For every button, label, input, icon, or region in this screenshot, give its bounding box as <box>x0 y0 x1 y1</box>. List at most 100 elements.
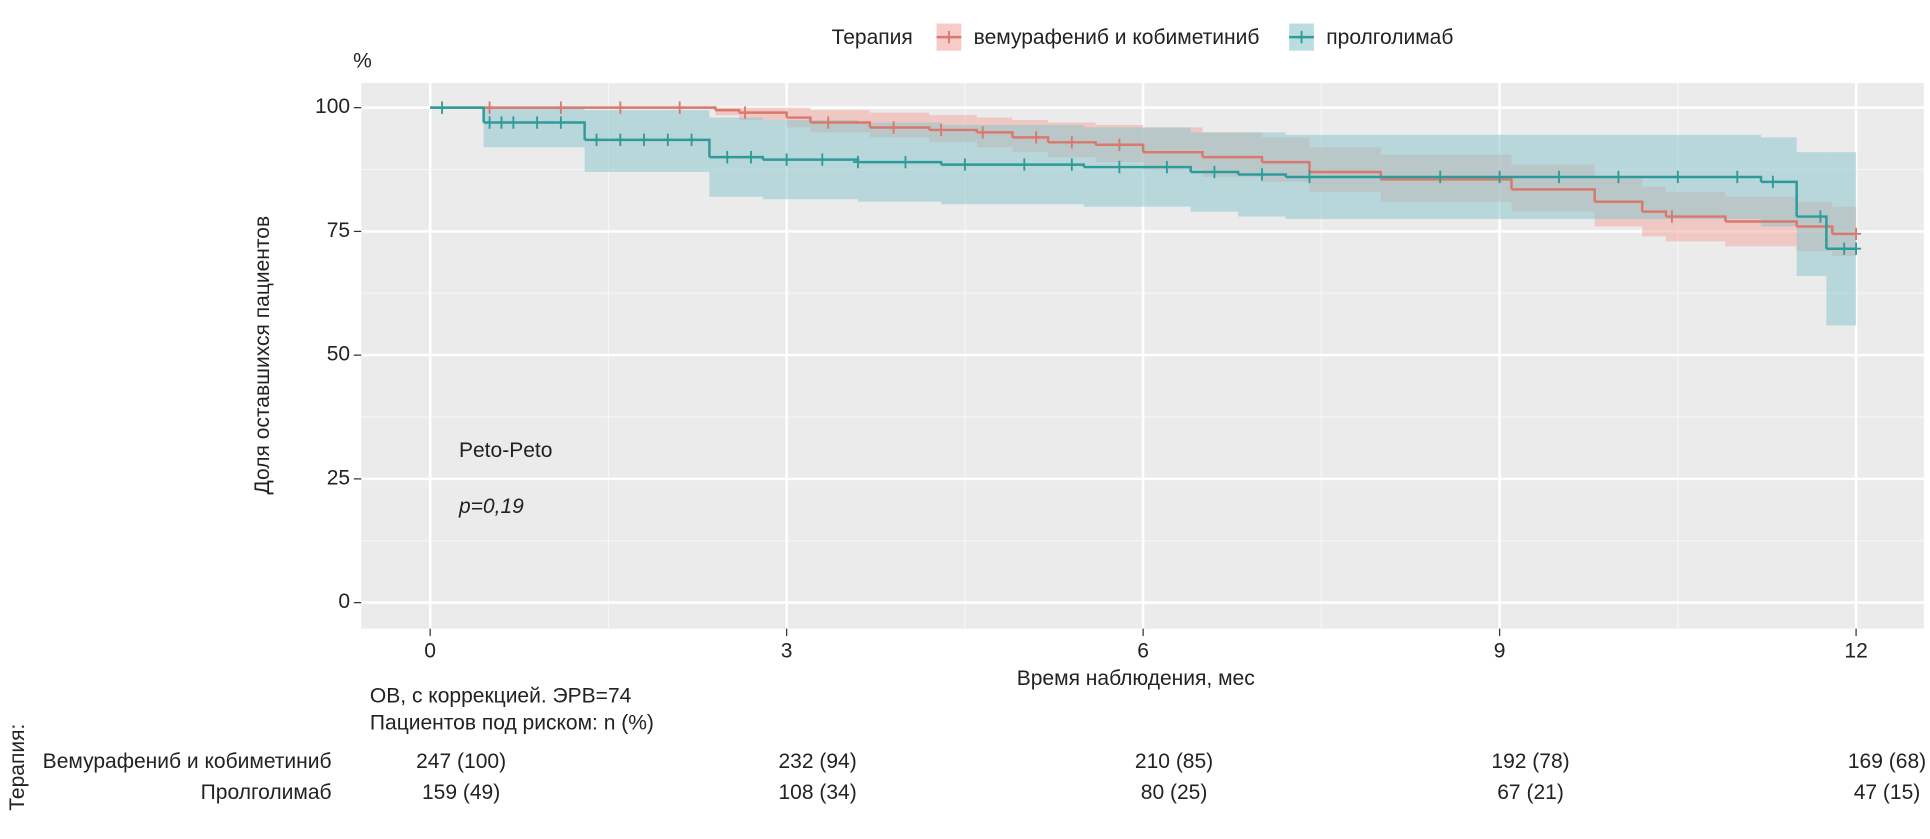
survival-step <box>1594 200 1644 212</box>
censor-mark <box>555 116 566 129</box>
risk-value: 210 (85) <box>1135 750 1213 773</box>
censor-mark <box>900 155 911 169</box>
censor-mark <box>1066 136 1077 149</box>
risk-value: 47 (15) <box>1854 781 1921 804</box>
survival-step <box>1725 220 1798 227</box>
ci-band <box>1796 152 1827 276</box>
censor-mark <box>852 155 863 169</box>
legend-label: вемурафениб и кобиметиниб <box>974 26 1260 49</box>
censor-mark <box>888 121 899 134</box>
censor-mark <box>1851 227 1862 241</box>
y-tick-label: 0 <box>338 590 350 613</box>
censor-mark <box>1031 131 1042 144</box>
ci-band <box>483 107 585 148</box>
censor-mark <box>1666 210 1677 223</box>
x-axis-label: Время наблюдения, мес <box>1017 667 1255 690</box>
censor-mark <box>591 133 602 147</box>
censor-mark <box>484 101 495 114</box>
x-tick-label: 12 <box>1844 640 1867 663</box>
censor-mark <box>1494 170 1505 184</box>
censor-mark <box>639 133 650 147</box>
survival-step <box>430 106 485 123</box>
survival-step <box>1642 210 1668 217</box>
censor-mark <box>1066 158 1077 171</box>
y-axis-label: Доля оставшихся пациентов <box>251 216 274 495</box>
x-tick-label: 6 <box>1137 640 1149 663</box>
survival-step <box>1143 150 1204 158</box>
y-tick-label: 50 <box>327 343 350 366</box>
risk-value: 247 (100) <box>416 750 506 773</box>
censor-mark <box>1613 170 1624 184</box>
risk-value: 67 (21) <box>1497 781 1564 804</box>
censor-mark <box>1304 170 1315 184</box>
censor-mark <box>1554 170 1564 184</box>
censor-mark <box>1019 158 1030 171</box>
censor-mark <box>1257 168 1267 181</box>
risk-value: 169 (68) <box>1848 750 1926 773</box>
survival-step <box>1796 215 1828 249</box>
survival-step <box>786 116 812 123</box>
survival-step <box>715 108 741 113</box>
survival-step <box>739 111 788 118</box>
survival-step <box>1511 188 1596 202</box>
censor-mark <box>1732 170 1743 184</box>
censor-mark <box>437 101 448 114</box>
y-tick-label: 100 <box>315 95 350 118</box>
legend-label: пролголимаб <box>1326 26 1453 49</box>
x-tick-label: 3 <box>781 640 793 663</box>
survival-step <box>1238 173 1287 177</box>
censor-mark <box>936 123 947 137</box>
annotation: Peto-Peto <box>459 439 552 462</box>
x-tick-label: 9 <box>1494 640 1506 663</box>
y-tick-label: 25 <box>327 466 350 489</box>
censor-mark <box>781 153 792 166</box>
censor-mark <box>484 116 495 129</box>
censor-mark <box>959 158 970 171</box>
censor-mark <box>1672 170 1683 184</box>
survival-step <box>1665 215 1727 222</box>
censor-mark <box>496 116 507 129</box>
censor-mark <box>817 153 828 166</box>
censor-mark <box>746 150 756 164</box>
risk-row-label: Вемурафениб и кобиметиниб <box>43 750 332 773</box>
censor-mark <box>508 116 519 129</box>
risk-title: Терапия: <box>6 724 29 811</box>
survival-step <box>1012 136 1050 143</box>
survival-step <box>976 131 1014 138</box>
censor-mark <box>1767 175 1778 189</box>
survival-step <box>1095 143 1145 153</box>
censor-mark <box>722 150 733 164</box>
censor-mark <box>555 101 566 114</box>
x-tick-label: 0 <box>424 640 436 663</box>
risk-value: 80 (25) <box>1141 781 1208 804</box>
survival-step <box>1202 155 1264 163</box>
risk-value: 232 (94) <box>778 750 856 773</box>
censor-mark <box>1435 170 1446 184</box>
censor-mark <box>1114 138 1125 151</box>
censor-mark <box>1161 160 1172 174</box>
survival-step <box>1380 178 1513 190</box>
censor-mark <box>615 133 626 147</box>
censor-mark <box>662 133 673 147</box>
risk-value: 159 (49) <box>422 781 500 804</box>
censor-mark <box>532 116 543 129</box>
annotation: p=0,19 <box>458 495 524 518</box>
y-tick-label: 75 <box>327 219 350 242</box>
censor-mark <box>674 101 685 114</box>
censor-mark <box>1114 160 1125 174</box>
survival-step <box>1796 225 1834 234</box>
risk-row-label: Пролголимаб <box>201 781 332 804</box>
censor-mark <box>1851 242 1862 255</box>
risk-value: 108 (34) <box>778 781 856 804</box>
risk-note: Пациентов под риском: n (%) <box>370 711 654 734</box>
survival-step <box>584 138 711 158</box>
censor-mark <box>615 101 626 114</box>
legend-title: Терапия <box>832 26 913 49</box>
y-unit: % <box>353 49 372 72</box>
ci-band <box>1826 152 1857 326</box>
censor-mark <box>686 133 697 147</box>
risk-value: 192 (78) <box>1491 750 1569 773</box>
survival-step <box>941 163 1085 168</box>
